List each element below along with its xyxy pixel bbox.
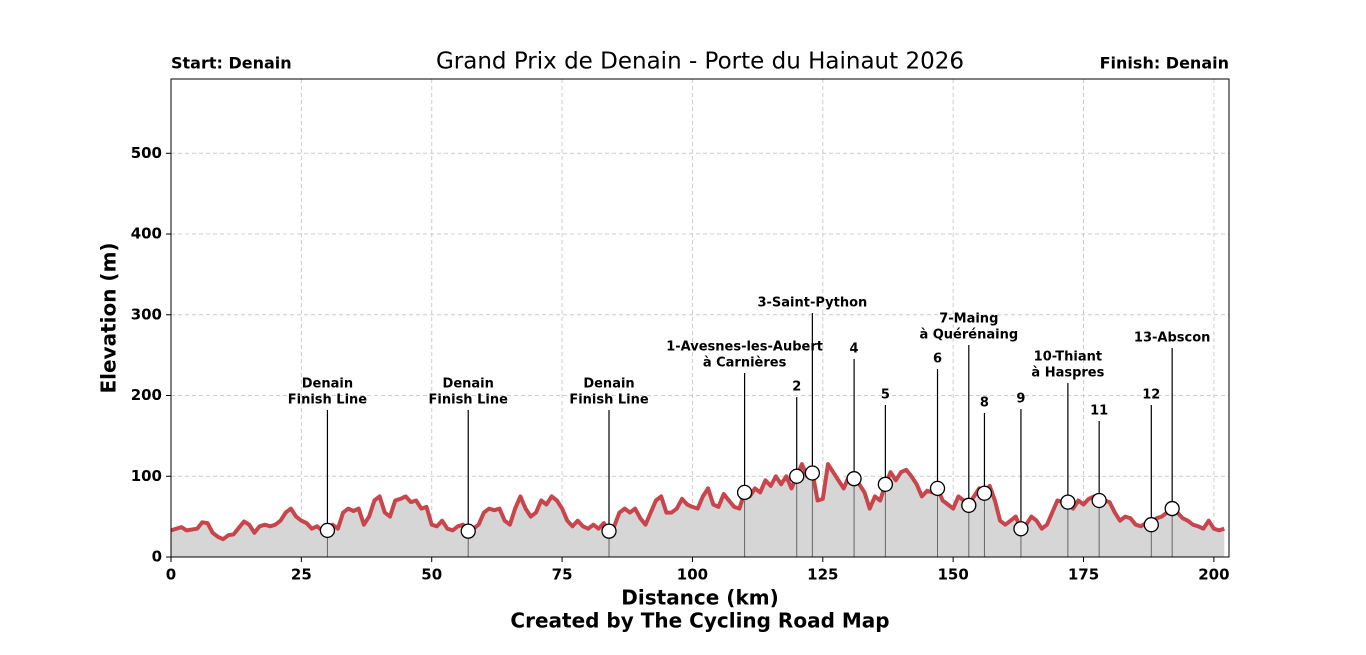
- marker-label: Finish Line: [288, 393, 368, 408]
- plot-frame: [170, 78, 1230, 558]
- footer: Created by The Cycling Road Map: [510, 609, 889, 633]
- marker: [1013, 521, 1029, 537]
- marker-label: 12: [1142, 388, 1160, 403]
- x-axis-label: Distance (km): [621, 586, 778, 610]
- x-tick-label: 75: [552, 566, 573, 584]
- start-label: Start: Denain: [171, 54, 292, 73]
- y-tick-label: 400: [131, 225, 162, 243]
- marker: [736, 484, 753, 501]
- marker-label: Denain: [583, 377, 634, 392]
- marker-label: 10-Thiant: [1034, 350, 1102, 365]
- y-axis-label: Elevation (m): [97, 242, 121, 393]
- marker: [846, 471, 862, 487]
- marker: [601, 523, 617, 539]
- marker-label: Finish Line: [569, 393, 649, 408]
- chart-title: Grand Prix de Denain - Porte du Hainaut …: [436, 49, 964, 75]
- marker-label: Denain: [443, 377, 494, 392]
- marker: [1091, 492, 1107, 509]
- y-tick-label: 300: [131, 305, 162, 323]
- y-tick-label: 0: [152, 548, 162, 566]
- marker-label: Denain: [302, 377, 353, 392]
- marker-label: 2: [792, 380, 801, 395]
- x-tick-label: 125: [807, 566, 838, 584]
- marker: [961, 497, 977, 513]
- marker-label: Finish Line: [429, 393, 509, 408]
- marker-label: 13-Abscon: [1134, 331, 1210, 346]
- marker-label: 9: [1016, 392, 1025, 407]
- x-tick-label: 150: [938, 566, 969, 584]
- marker: [929, 480, 946, 497]
- marker: [877, 476, 894, 492]
- marker: [804, 465, 821, 481]
- marker: [976, 485, 993, 501]
- elevation-line: [170, 462, 1225, 542]
- x-tick-label: 25: [291, 566, 312, 584]
- x-tick-label: 50: [421, 566, 442, 584]
- marker-label: 11: [1090, 404, 1108, 419]
- x-tick-label: 0: [166, 566, 176, 584]
- x-tick-label: 175: [1068, 566, 1099, 584]
- marker-label: à Quérénaing: [919, 328, 1018, 343]
- y-tick-label: 100: [131, 467, 162, 485]
- marker-label: 8: [980, 396, 989, 411]
- marker-label: à Carnières: [703, 356, 787, 371]
- x-tick-label: 200: [1198, 566, 1229, 584]
- marker: [1164, 500, 1180, 517]
- marker-label: 1-Avesnes-les-Aubert: [666, 340, 823, 355]
- marker: [319, 522, 336, 539]
- marker-label: 7-Maing: [939, 312, 998, 327]
- marker-label: à Haspres: [1031, 366, 1104, 381]
- marker-label: 6: [933, 352, 942, 367]
- marker: [1143, 517, 1159, 533]
- marker-label: 3-Saint-Python: [757, 296, 867, 311]
- x-tick-label: 100: [677, 566, 708, 584]
- y-tick-label: 200: [131, 386, 162, 404]
- marker: [460, 523, 476, 539]
- marker-label: 4: [850, 342, 859, 357]
- finish-label: Finish: Denain: [1100, 54, 1229, 73]
- marker: [789, 468, 805, 484]
- marker: [1060, 494, 1076, 510]
- marker-label: 5: [881, 388, 890, 403]
- y-tick-label: 500: [131, 144, 162, 162]
